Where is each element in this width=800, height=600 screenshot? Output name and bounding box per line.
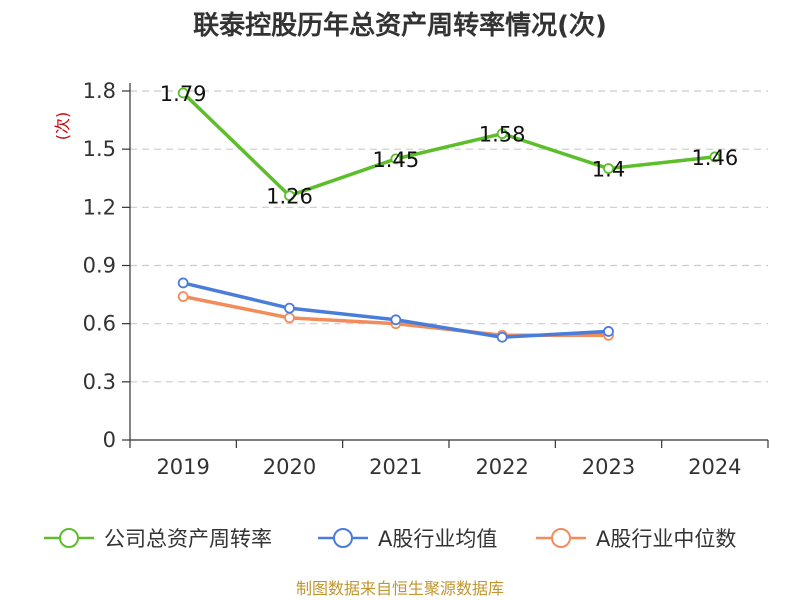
series-line-0	[181, 91, 716, 198]
y-tick-label: 0.3	[83, 370, 116, 394]
data-label: 1.45	[372, 148, 419, 172]
data-point	[284, 190, 295, 202]
legend-swatch-marker	[59, 528, 79, 548]
series-0	[177, 87, 721, 202]
y-tick-label: 0.6	[83, 312, 116, 336]
y-tick-label: 1.5	[83, 137, 116, 161]
data-point	[177, 277, 189, 289]
legend-swatch-marker	[551, 528, 571, 548]
x-tick-label: 2024	[688, 455, 741, 479]
legend-label: A股行业均值	[378, 527, 497, 551]
legend-item-1[interactable]: A股行业均值	[318, 527, 497, 551]
x-tick-label: 2019	[156, 455, 209, 479]
data-point	[603, 163, 614, 174]
legend-item-2[interactable]: A股行业中位数	[536, 527, 736, 551]
data-label: 1.4	[592, 158, 625, 182]
data-point	[709, 151, 721, 163]
x-tick-label: 2022	[475, 455, 528, 479]
data-label: 1.79	[160, 82, 207, 106]
y-axis-label: (次)	[53, 112, 72, 141]
data-label: 1.26	[266, 185, 313, 209]
y-tick-label: 1.8	[83, 79, 116, 103]
x-tick-label: 2021	[369, 455, 422, 479]
y-tick-label: 1.2	[83, 195, 116, 219]
data-point	[496, 128, 508, 140]
data-point	[284, 312, 295, 324]
series-layer	[177, 87, 721, 343]
x-tick-label: 2023	[582, 455, 635, 479]
data-point	[390, 314, 402, 326]
data-point	[390, 153, 402, 165]
data-point	[177, 87, 189, 99]
data-labels: 1.79 1.26 1.45 1.58 1.4 1.46	[160, 82, 738, 209]
series-1	[177, 277, 614, 343]
legend-item-0[interactable]: 公司总资产周转率	[44, 527, 272, 551]
data-point	[496, 331, 508, 343]
chart-title: 联泰控股历年总资产周转率情况(次)	[193, 10, 607, 41]
data-label: 1.58	[479, 123, 526, 147]
legend-label: 公司总资产周转率	[104, 527, 272, 551]
x-tick-label: 2020	[263, 455, 316, 479]
y-tick-label: 0	[103, 428, 116, 452]
grid-lines	[130, 90, 768, 383]
data-point	[177, 291, 189, 302]
data-label: 1.46	[691, 146, 738, 170]
legend[interactable]: 公司总资产周转率 A股行业均值 A股行业中位数	[44, 527, 736, 551]
data-point	[284, 302, 295, 314]
source-note: 制图数据来自恒生聚源数据库	[296, 579, 504, 598]
axes: 0 0.3 0.6 0.9 1.2 1.5 1.8 2019 2020 2021 2022 2023 2…	[83, 79, 769, 479]
legend-swatch-marker	[333, 528, 353, 548]
legend-label: A股行业中位数	[596, 527, 736, 551]
y-tick-label: 0.9	[83, 254, 116, 278]
data-point	[603, 326, 614, 337]
